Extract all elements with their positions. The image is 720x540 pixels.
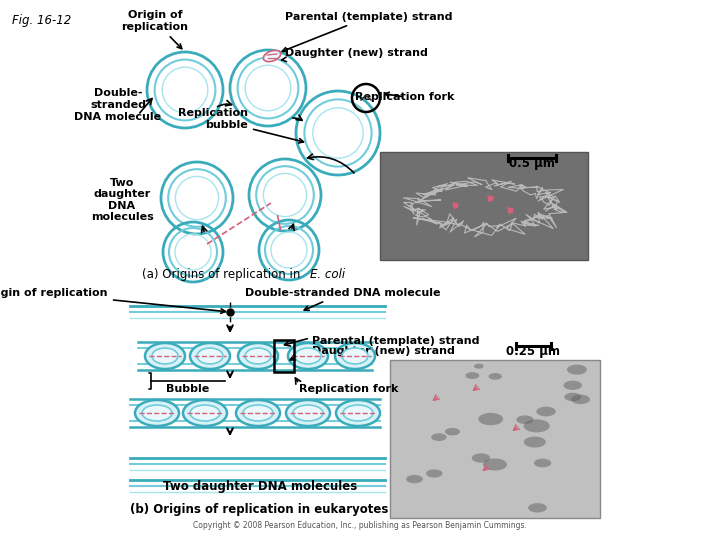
- Ellipse shape: [336, 400, 380, 426]
- Ellipse shape: [152, 348, 178, 364]
- Text: 0.5 μm: 0.5 μm: [509, 157, 555, 170]
- Ellipse shape: [523, 420, 550, 433]
- Bar: [390, 360, 600, 518]
- Ellipse shape: [406, 475, 423, 483]
- Ellipse shape: [426, 469, 443, 477]
- Ellipse shape: [516, 415, 534, 424]
- Ellipse shape: [567, 364, 587, 375]
- Text: 0.25 μm: 0.25 μm: [506, 345, 560, 358]
- Ellipse shape: [431, 433, 446, 441]
- Text: (a) Origins of replication in: (a) Origins of replication in: [142, 268, 304, 281]
- Text: Daughter (new) strand: Daughter (new) strand: [312, 346, 455, 356]
- Ellipse shape: [342, 348, 368, 364]
- Ellipse shape: [142, 405, 172, 421]
- Ellipse shape: [190, 405, 220, 421]
- Ellipse shape: [528, 503, 547, 512]
- Text: Origin of
replication: Origin of replication: [122, 10, 189, 49]
- Ellipse shape: [536, 407, 556, 416]
- Ellipse shape: [197, 348, 223, 364]
- Text: Double-stranded DNA molecule: Double-stranded DNA molecule: [245, 288, 441, 310]
- Ellipse shape: [466, 372, 480, 379]
- Ellipse shape: [183, 400, 227, 426]
- Text: Copyright © 2008 Pearson Education, Inc., publishing as Pearson Benjamin Cumming: Copyright © 2008 Pearson Education, Inc.…: [193, 521, 527, 530]
- Text: Two daughter DNA molecules: Two daughter DNA molecules: [163, 480, 357, 493]
- Ellipse shape: [564, 393, 581, 401]
- Ellipse shape: [236, 400, 280, 426]
- Ellipse shape: [335, 343, 375, 369]
- Bar: [274, 340, 294, 372]
- Ellipse shape: [245, 348, 271, 364]
- Ellipse shape: [524, 436, 546, 448]
- Ellipse shape: [264, 50, 281, 62]
- Text: Parental (template) strand: Parental (template) strand: [282, 12, 452, 52]
- Text: Fig. 16-12: Fig. 16-12: [12, 14, 71, 27]
- Text: Double-
stranded
DNA molecule: Double- stranded DNA molecule: [74, 89, 161, 122]
- Text: Daughter (new) strand: Daughter (new) strand: [282, 48, 428, 62]
- Ellipse shape: [238, 343, 278, 369]
- Ellipse shape: [190, 343, 230, 369]
- Bar: [380, 152, 588, 260]
- Ellipse shape: [483, 458, 507, 470]
- Ellipse shape: [564, 381, 582, 390]
- Ellipse shape: [243, 405, 273, 421]
- Ellipse shape: [286, 400, 330, 426]
- Ellipse shape: [571, 395, 590, 404]
- Ellipse shape: [135, 400, 179, 426]
- Ellipse shape: [472, 454, 490, 463]
- Ellipse shape: [489, 373, 502, 380]
- Ellipse shape: [288, 343, 328, 369]
- Text: Replication
bubble: Replication bubble: [178, 109, 304, 143]
- Text: E. coli: E. coli: [310, 268, 345, 281]
- Text: Parental (template) strand: Parental (template) strand: [312, 336, 480, 346]
- Text: Bubble: Bubble: [166, 384, 210, 394]
- Text: Two
daughter
DNA
molecules: Two daughter DNA molecules: [91, 178, 153, 222]
- Text: Origin of replication: Origin of replication: [0, 288, 225, 313]
- Ellipse shape: [478, 413, 503, 425]
- Ellipse shape: [145, 343, 185, 369]
- Text: Replication fork: Replication fork: [299, 384, 398, 394]
- Ellipse shape: [474, 364, 484, 369]
- Text: Replication fork: Replication fork: [355, 92, 454, 102]
- Text: (b) Origins of replication in eukaryotes: (b) Origins of replication in eukaryotes: [130, 503, 388, 516]
- Ellipse shape: [293, 405, 323, 421]
- Ellipse shape: [295, 348, 321, 364]
- Ellipse shape: [343, 405, 373, 421]
- Ellipse shape: [534, 458, 552, 467]
- Ellipse shape: [445, 428, 460, 435]
